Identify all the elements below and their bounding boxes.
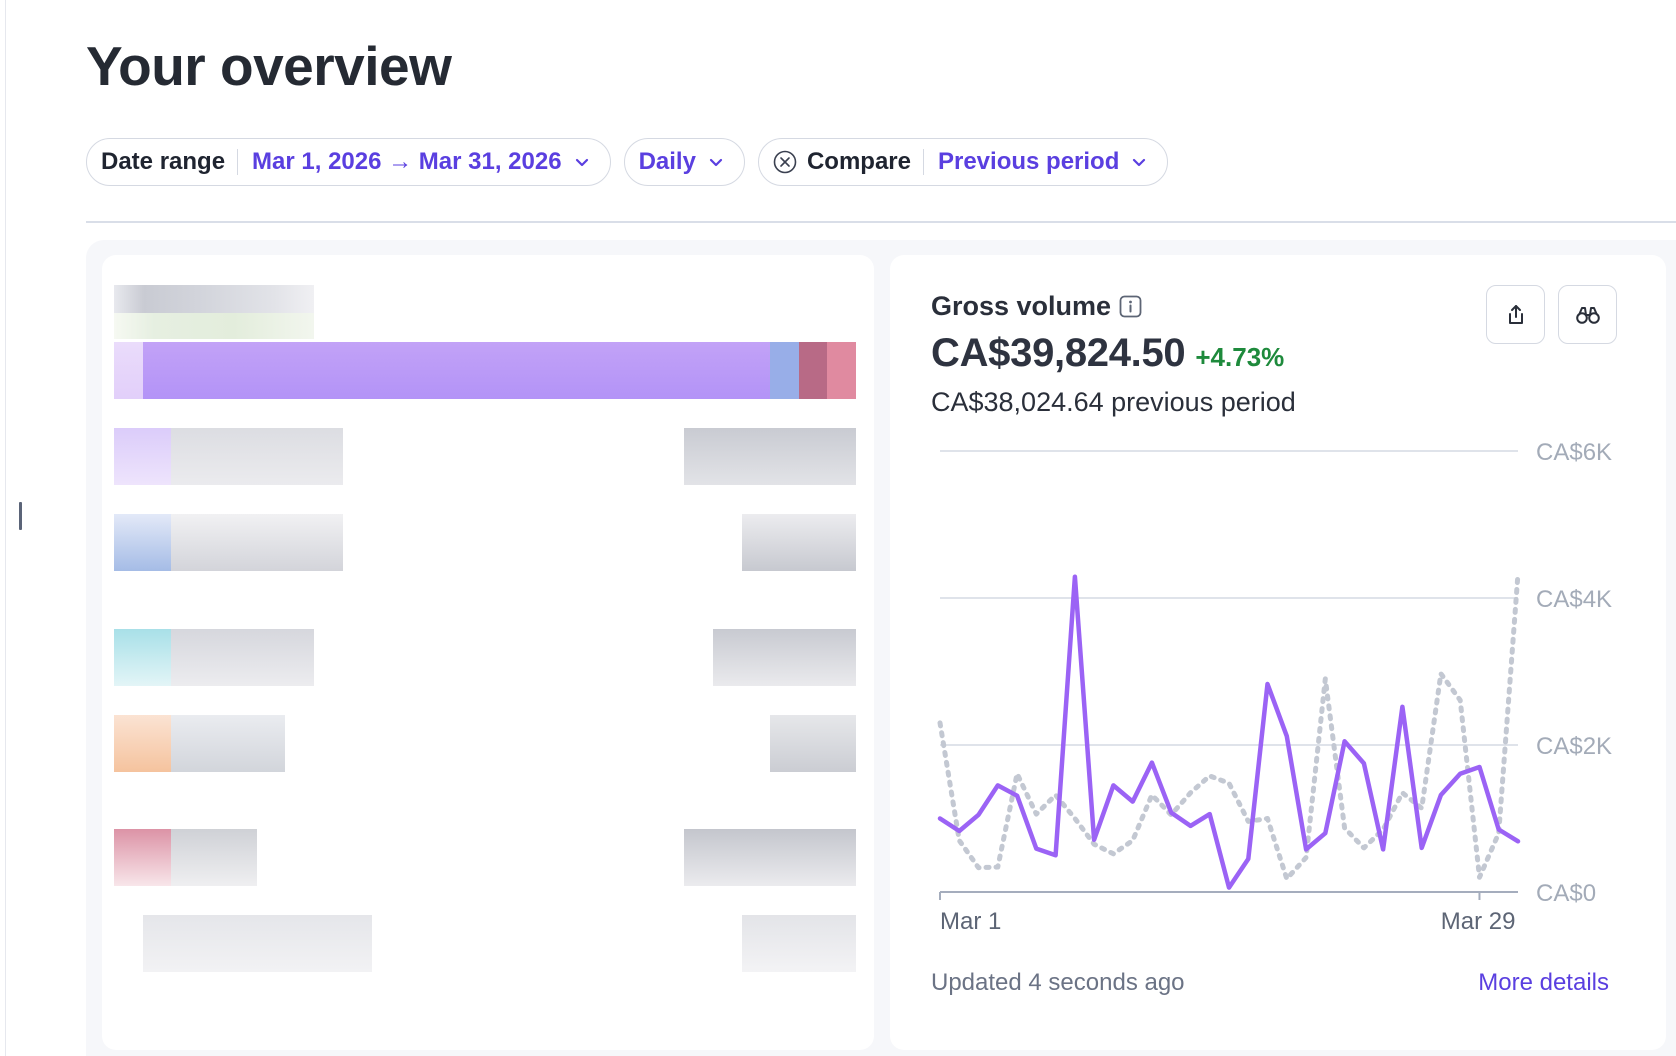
left-rail [0,0,6,1056]
redacted-row-value [742,514,856,571]
export-button[interactable] [1486,285,1545,344]
gross-volume-amount: CA$39,824.50 [931,331,1186,375]
redacted-row-swatch [114,514,171,571]
gross-volume-title: Gross volume [931,291,1112,321]
gross-volume-chart[interactable]: CA$0 CA$2K CA$4K CA$6K Mar 1 Mar 29 [890,255,1666,955]
date-range-value: Mar 1, 2026 → Mar 31, 2026 [252,148,562,175]
previous-period-line [937,571,1521,882]
redacted-row-text [171,629,314,686]
redacted-row-swatch [114,715,171,772]
y-tick-label: CA$0 [1536,880,1596,907]
previous-period-amount: CA$38,024.64 previous period [931,387,1296,417]
updated-timestamp: Updated 4 seconds ago [931,969,1185,996]
redacted-bar-blue [770,342,799,399]
redacted-row-swatch [114,629,171,686]
x-tick-label: Mar 29 [1441,908,1516,935]
info-icon[interactable] [1119,295,1142,318]
compare-value: Previous period [937,148,1120,175]
date-range-filter[interactable]: Date range Mar 1, 2026 → Mar 31, 2026 [86,138,611,186]
redacted-bar-maroon [799,342,827,399]
redacted-bar-pink [827,342,856,399]
y-tick-label: CA$4K [1536,586,1612,613]
explore-button[interactable] [1558,285,1617,344]
redacted-row-text [171,514,343,571]
redacted-bar [114,342,143,399]
x-tick-label: Mar 1 [940,908,1001,935]
y-tick-label: CA$2K [1536,733,1612,760]
share-export-icon [1504,303,1528,327]
redacted-header [114,285,314,313]
y-tick-label: CA$6K [1536,439,1612,466]
redacted-row-value [713,629,856,686]
section-divider [86,221,1676,223]
redacted-row-text [171,829,257,886]
chevron-down-icon [1131,154,1147,170]
binoculars-icon [1575,303,1601,327]
page-title: Your overview [86,35,452,97]
redacted-row-swatch [114,829,171,886]
redacted-row-text [171,715,285,772]
gross-volume-header: Gross volume [931,291,1142,322]
compare-filter[interactable]: Compare Previous period [757,138,1169,186]
chevron-down-icon [708,154,724,170]
sidebar-resize-handle[interactable] [19,502,22,530]
redacted-widget-card [102,255,874,1050]
redacted-row-text [171,428,343,485]
redacted-row-value [742,915,856,972]
redacted-row-swatch [114,428,171,485]
redacted-row-text [143,915,372,972]
gross-volume-amount-row: CA$39,824.50 +4.73% [931,331,1284,376]
redacted-row-value [684,829,856,886]
redacted-row-value [684,428,856,485]
redacted-subheader [114,313,314,339]
redacted-row-value [770,715,856,772]
current-period-line [937,574,1521,890]
compare-label: Compare [807,149,924,175]
gross-volume-change: +4.73% [1195,342,1285,372]
gross-volume-card: Gross volume CA$39,824.50 +4.73% CA$38,0… [890,255,1666,1050]
interval-filter[interactable]: Daily [623,138,745,186]
redacted-bar-purple [143,342,770,399]
chevron-down-icon [574,154,590,170]
date-range-label: Date range [101,149,239,175]
close-circle-icon[interactable] [773,150,797,174]
interval-value: Daily [638,148,696,175]
filter-bar: Date range Mar 1, 2026 → Mar 31, 2026 Da… [86,138,1169,186]
more-details-link[interactable]: More details [1478,969,1609,996]
